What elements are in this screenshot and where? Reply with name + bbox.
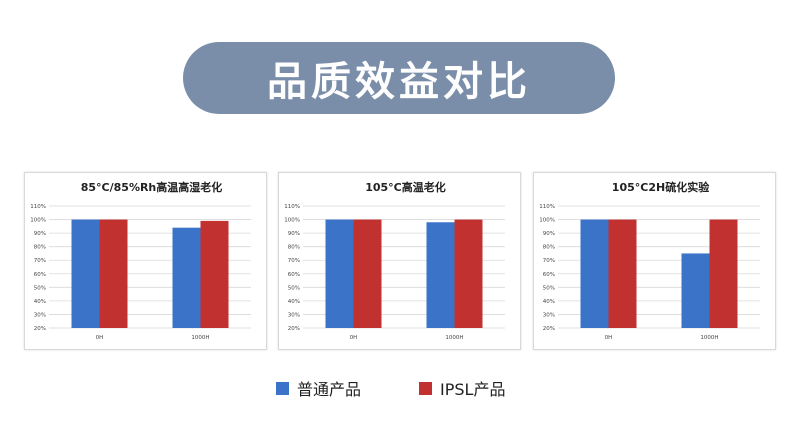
chart-title: 85°C/85%Rh高温高湿老化 [81,180,223,194]
y-tick-label: 40% [34,299,46,305]
bar-ordinary [426,222,455,328]
bar-ipsl [353,219,382,328]
y-tick-label: 100% [284,218,300,224]
x-tick-label: 1000H [700,335,718,341]
chart-3: 105°C2H硫化实验 20% 30% 40% 50% 60% 70% 80% 90% 100% 1… [539,180,760,341]
y-tick-label: 110% [539,204,555,210]
y-tick-label: 80% [34,245,46,251]
legend-swatch-ipsl [419,381,432,395]
x-tick-label: 1000H [445,335,463,341]
y-tick-label: 110% [30,204,46,210]
y-tick-label: 20% [288,326,300,332]
chart-panel-3: 105°C2H硫化实验 20% 30% 40% 50% 60% 70% 80% 90% 100% 1… [533,172,776,350]
bar-ipsl [608,219,637,328]
chart-title: 105°C2H硫化实验 [612,180,710,194]
x-tick-label: 1000H [191,335,209,341]
legend-label-ipsl: IPSL产品 [440,380,506,399]
chart-panel-2: 105°C高温老化 20% 30% 40% 50% 60% 70% 80% 90% 100% 110… [278,172,521,350]
bar-ordinary [325,219,354,328]
y-tick-label: 50% [543,285,555,291]
chart-title: 105°C高温老化 [365,180,446,194]
y-tick-label: 70% [543,258,555,264]
chart-1: 85°C/85%Rh高温高湿老化 20% 30% 40% 50% 60% 70% 80% 90%… [30,180,251,341]
legend-label-ordinary: 普通产品 [297,380,362,399]
bar-ipsl [200,220,229,328]
y-tick-label: 110% [284,204,300,210]
y-tick-label: 40% [543,299,555,305]
y-tick-label: 90% [543,231,555,237]
bar-ordinary [681,253,710,328]
y-tick-label: 40% [288,299,300,305]
bar-ipsl [99,219,128,328]
y-tick-label: 80% [543,245,555,251]
y-tick-label: 100% [30,218,46,224]
y-tick-label: 90% [34,231,46,237]
y-tick-label: 30% [34,312,46,318]
x-tick-label: 0H [96,335,104,341]
y-tick-label: 70% [34,258,46,264]
bar-ipsl [454,219,483,328]
y-tick-label: 60% [543,272,555,278]
page-title: 品质效益对比 [267,59,531,105]
chart-2: 105°C高温老化 20% 30% 40% 50% 60% 70% 80% 90% 100% 110… [284,180,505,341]
y-tick-label: 30% [288,312,300,318]
title-banner: 品质效益对比 [183,42,615,114]
y-tick-label: 90% [288,231,300,237]
y-tick-label: 50% [288,285,300,291]
legend-item-ordinary: 普通产品 [276,376,361,400]
y-tick-label: 100% [539,218,555,224]
y-tick-label: 20% [34,326,46,332]
y-tick-label: 70% [288,258,300,264]
bar-ordinary [580,219,609,328]
y-tick-label: 50% [34,285,46,291]
legend-swatch-ordinary [276,381,289,395]
bar-ordinary [172,227,201,328]
legend-item-ipsl: IPSL产品 [419,376,505,400]
y-tick-label: 60% [288,272,300,278]
y-tick-label: 80% [288,245,300,251]
bar-ipsl [709,219,738,328]
x-tick-label: 0H [605,335,613,341]
y-tick-label: 20% [543,326,555,332]
x-tick-label: 0H [350,335,358,341]
chart-panel-1: 85°C/85%Rh高温高湿老化 20% 30% 40% 50% 60% 70% 80% 90%… [24,172,267,350]
y-tick-label: 60% [34,272,46,278]
y-tick-label: 30% [543,312,555,318]
bar-ordinary [71,219,100,328]
